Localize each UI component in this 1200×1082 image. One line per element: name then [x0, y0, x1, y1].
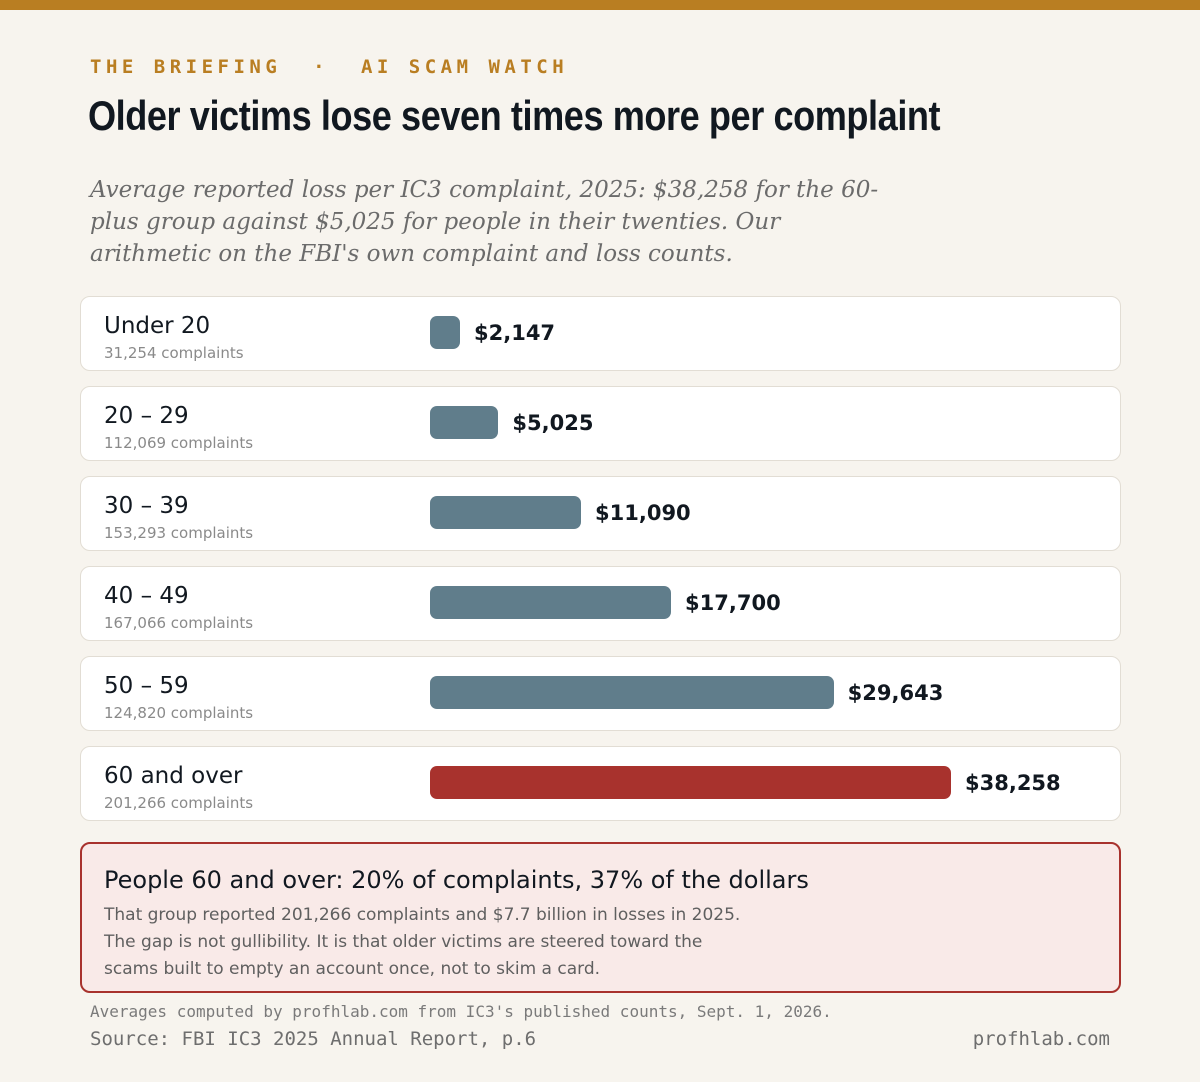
complaint-count: 167,066 complaints	[104, 614, 254, 632]
bar-row: 30 – 39 153,293 complaints $11,090	[80, 476, 1121, 551]
bar	[430, 496, 582, 529]
category-label: 40 – 49	[104, 583, 189, 609]
bar-row: 60 and over 201,266 complaints $38,258	[80, 746, 1121, 821]
bar-row: 20 – 29 112,069 complaints $5,025	[80, 386, 1121, 461]
methodology-note: Averages computed by profhlab.com from I…	[90, 1002, 832, 1021]
complaint-count: 201,266 complaints	[104, 794, 254, 812]
bar	[430, 766, 951, 799]
bar-row: 40 – 49 167,066 complaints $17,700	[80, 566, 1121, 641]
kicker: THE BRIEFING · AI SCAM WATCH	[90, 56, 569, 78]
bar-value-label: $11,090	[595, 501, 691, 525]
bar-row: Under 20 31,254 complaints $2,147	[80, 296, 1121, 371]
bar	[430, 316, 460, 349]
category-label: 60 and over	[104, 763, 243, 789]
bar-value-label: $5,025	[512, 411, 594, 435]
bar	[430, 406, 499, 439]
category-label: 20 – 29	[104, 403, 189, 429]
chart-subtitle: Average reported loss per IC3 complaint,…	[90, 177, 879, 267]
complaint-count: 31,254 complaints	[104, 344, 244, 362]
accent-top-bar	[0, 0, 1200, 10]
source-line: Source: FBI IC3 2025 Annual Report, p.6	[90, 1028, 537, 1050]
complaint-count: 112,069 complaints	[104, 434, 254, 452]
bar	[430, 676, 834, 709]
chart-title: Older victims lose seven times more per …	[88, 92, 941, 139]
callout-box: People 60 and over: 20% of complaints, 3…	[80, 842, 1121, 993]
callout-body: That group reported 201,266 complaints a…	[104, 905, 741, 979]
bar	[430, 586, 672, 619]
bar-value-label: $2,147	[474, 321, 556, 345]
category-label: 50 – 59	[104, 673, 189, 699]
callout-title: People 60 and over: 20% of complaints, 3…	[104, 866, 809, 894]
category-label: Under 20	[104, 313, 211, 339]
bar-value-label: $17,700	[685, 591, 781, 615]
bar-value-label: $38,258	[965, 771, 1061, 795]
bar-row: 50 – 59 124,820 complaints $29,643	[80, 656, 1121, 731]
bar-value-label: $29,643	[847, 681, 944, 705]
brand-link[interactable]: profhlab.com	[972, 1028, 1110, 1050]
complaint-count: 124,820 complaints	[104, 704, 254, 722]
category-label: 30 – 39	[104, 493, 189, 519]
complaint-count: 153,293 complaints	[104, 524, 254, 542]
